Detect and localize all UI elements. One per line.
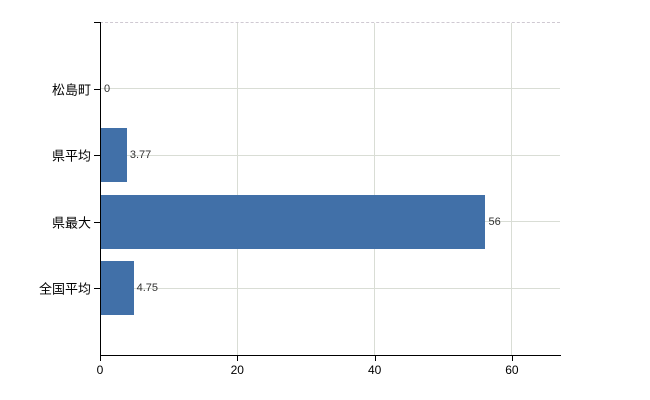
- x-tick-label: 60: [505, 363, 519, 377]
- category-label: 県最大: [51, 215, 91, 231]
- x-tick-label: 40: [367, 363, 382, 377]
- category-label: 松島町: [51, 82, 91, 98]
- category-label: 全国平均: [38, 281, 91, 297]
- x-axis-tick: [237, 356, 239, 361]
- x-tick-label: 0: [96, 363, 104, 377]
- category-axis-tick: [94, 288, 100, 290]
- category-axis-tick: [94, 221, 100, 223]
- category-gridline: [101, 88, 560, 90]
- category-gridline: [101, 154, 560, 156]
- bar-value-label: 0: [104, 82, 111, 95]
- category-axis-tick: [94, 88, 100, 90]
- bar-value-label: 56: [488, 215, 501, 228]
- plot-top-border: [100, 22, 560, 23]
- category-label: 県平均: [51, 148, 91, 164]
- x-axis-tick: [511, 356, 513, 361]
- bar-value-label: 3.77: [129, 149, 152, 162]
- bar: [101, 261, 134, 316]
- x-gridline: [511, 23, 513, 355]
- category-axis-tick: [94, 155, 100, 157]
- plot-area: [100, 22, 560, 355]
- x-axis-tick: [100, 356, 101, 361]
- x-tick-label: 20: [230, 363, 244, 377]
- bar: [101, 128, 127, 183]
- y-axis-line: [100, 22, 101, 356]
- bar: [101, 194, 486, 249]
- y-axis-top-tick: [94, 22, 100, 23]
- x-gridline: [236, 23, 238, 355]
- x-axis-line: [100, 355, 561, 356]
- category-gridline: [101, 287, 560, 289]
- x-gridline: [374, 23, 376, 355]
- x-axis-tick: [374, 356, 376, 361]
- bar-value-label: 4.75: [136, 282, 159, 295]
